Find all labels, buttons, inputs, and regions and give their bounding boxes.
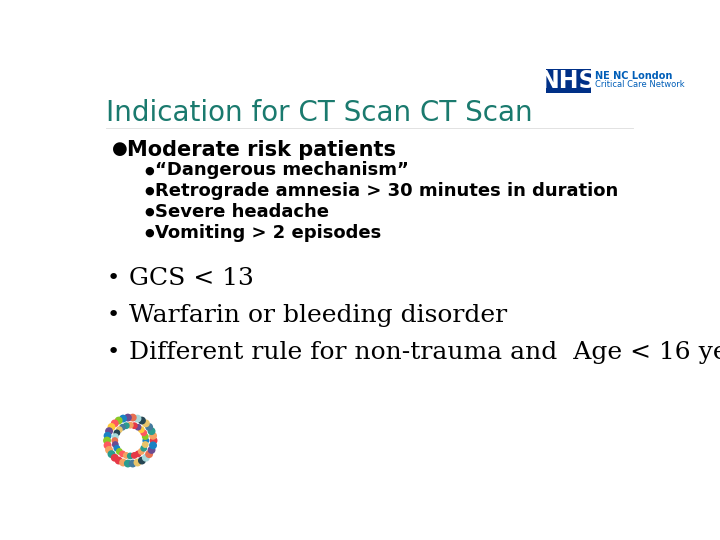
Circle shape: [124, 453, 129, 458]
Circle shape: [112, 438, 117, 443]
Circle shape: [127, 453, 133, 458]
Text: Critical Care Network: Critical Care Network: [595, 79, 685, 89]
Circle shape: [112, 455, 118, 461]
Circle shape: [138, 449, 144, 454]
Circle shape: [143, 455, 149, 461]
Circle shape: [127, 422, 133, 428]
Circle shape: [125, 460, 131, 467]
Circle shape: [132, 423, 137, 428]
Text: Moderate risk patients: Moderate risk patients: [127, 139, 396, 159]
Circle shape: [124, 423, 129, 428]
Circle shape: [106, 428, 112, 434]
Text: ●: ●: [144, 186, 154, 196]
Circle shape: [117, 427, 122, 433]
Circle shape: [130, 414, 136, 421]
Text: ●: ●: [144, 207, 154, 217]
Circle shape: [148, 428, 155, 434]
Circle shape: [120, 424, 125, 430]
Circle shape: [115, 417, 122, 424]
Circle shape: [135, 451, 141, 457]
Text: Warfarin or bleeding disorder: Warfarin or bleeding disorder: [129, 303, 507, 327]
Circle shape: [130, 460, 136, 467]
Circle shape: [120, 451, 125, 457]
Circle shape: [112, 442, 118, 447]
Circle shape: [115, 457, 122, 464]
Circle shape: [106, 447, 112, 453]
Circle shape: [141, 430, 146, 436]
Circle shape: [108, 451, 114, 457]
FancyBboxPatch shape: [546, 69, 590, 93]
Circle shape: [143, 442, 148, 447]
Circle shape: [117, 449, 122, 454]
Circle shape: [150, 433, 156, 439]
Circle shape: [138, 427, 144, 433]
Circle shape: [120, 460, 127, 466]
Text: ●: ●: [144, 165, 154, 176]
Circle shape: [114, 430, 120, 436]
Text: •: •: [107, 305, 120, 325]
Text: “Dangerous mechanism”: “Dangerous mechanism”: [155, 161, 409, 179]
Circle shape: [139, 417, 145, 424]
Circle shape: [134, 460, 140, 466]
Circle shape: [135, 424, 141, 430]
Circle shape: [148, 447, 155, 453]
Circle shape: [150, 437, 157, 444]
Text: Different rule for non-trauma and  Age < 16 year: Different rule for non-trauma and Age < …: [129, 341, 720, 363]
Circle shape: [143, 420, 149, 427]
Circle shape: [150, 442, 156, 449]
Circle shape: [132, 453, 137, 458]
Circle shape: [141, 446, 146, 451]
Text: Retrograde amnesia > 30 minutes in duration: Retrograde amnesia > 30 minutes in durat…: [155, 182, 618, 200]
Text: •: •: [107, 342, 120, 362]
Circle shape: [121, 431, 140, 450]
Circle shape: [108, 424, 114, 430]
Circle shape: [146, 451, 153, 457]
Text: GCS < 13: GCS < 13: [129, 267, 253, 289]
Circle shape: [104, 437, 110, 444]
Circle shape: [112, 434, 118, 439]
Circle shape: [114, 446, 120, 451]
Text: NE NC London: NE NC London: [595, 71, 672, 80]
Text: ●: ●: [112, 140, 127, 159]
Circle shape: [120, 415, 127, 422]
Circle shape: [104, 442, 111, 449]
Text: •: •: [107, 268, 120, 288]
Text: Indication for CT Scan CT Scan: Indication for CT Scan CT Scan: [106, 98, 532, 126]
Circle shape: [125, 414, 131, 421]
Circle shape: [143, 438, 148, 443]
Text: NHS: NHS: [540, 69, 596, 93]
Circle shape: [104, 433, 111, 439]
Text: ●: ●: [144, 228, 154, 238]
Text: Severe headache: Severe headache: [155, 203, 329, 221]
Circle shape: [139, 457, 145, 464]
Circle shape: [134, 415, 140, 422]
Circle shape: [112, 420, 118, 427]
Circle shape: [143, 434, 148, 439]
Circle shape: [146, 424, 153, 430]
Text: Vomiting > 2 episodes: Vomiting > 2 episodes: [155, 224, 382, 242]
